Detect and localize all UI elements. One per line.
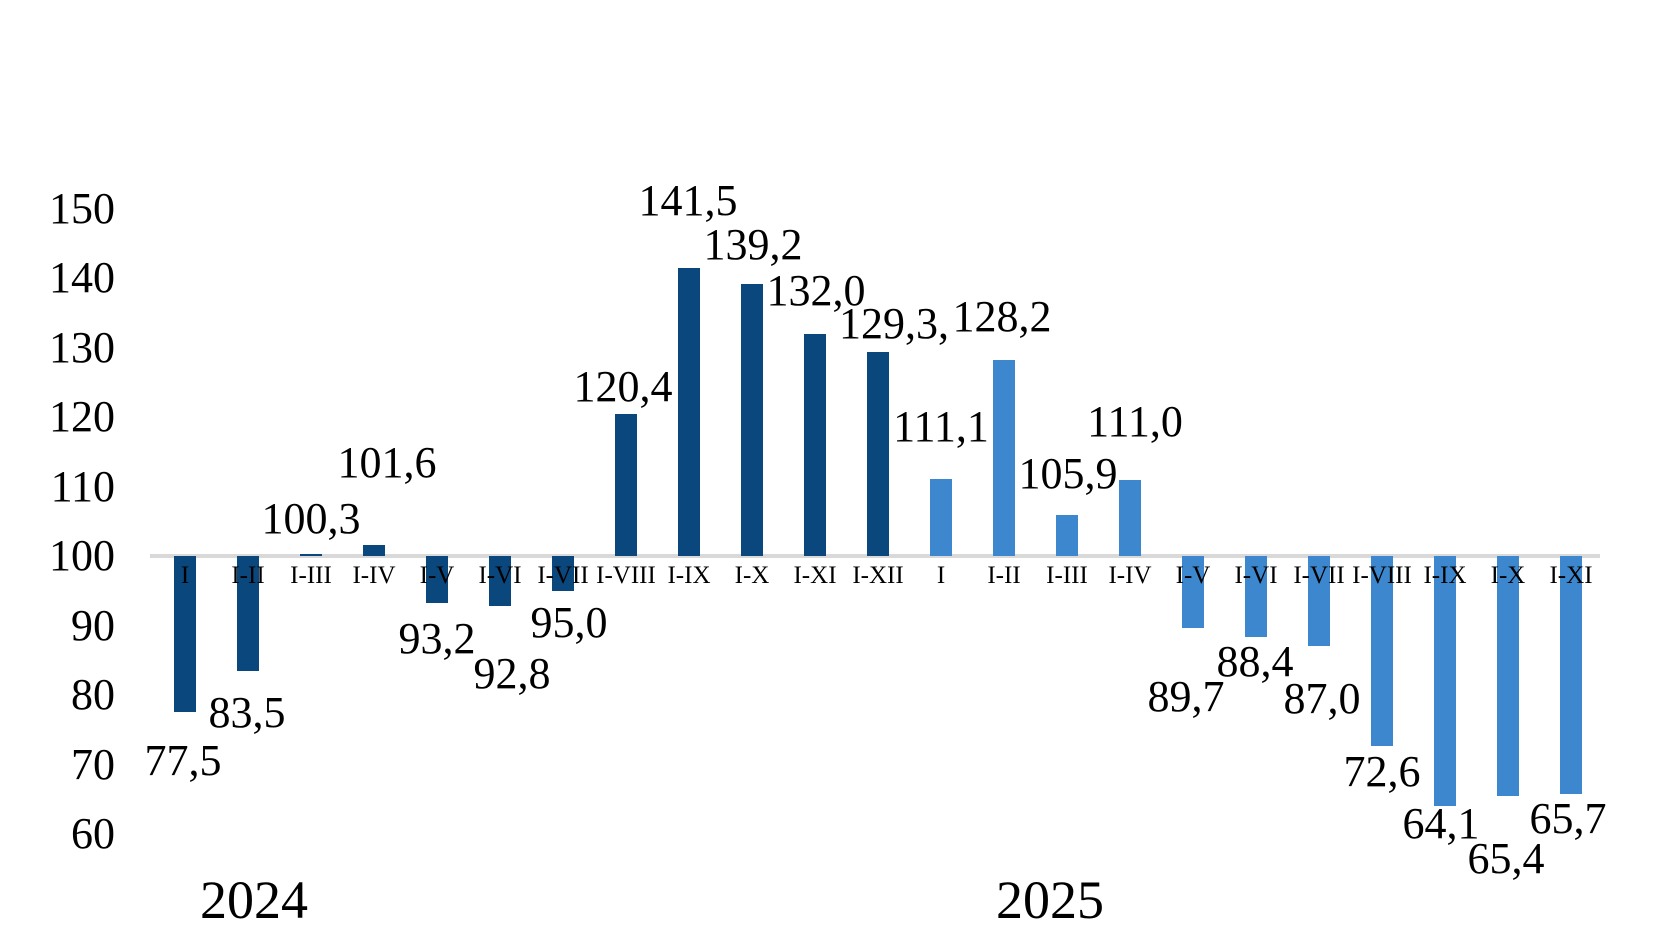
category-label: I-XII	[852, 562, 904, 589]
bar-data-label: 77,5	[144, 736, 222, 785]
year-label-2025: 2025	[996, 870, 1104, 930]
bar-data-label: 101,6	[337, 438, 437, 487]
bar-2024-I-IX	[678, 267, 700, 556]
bar-2024-I-IV	[363, 544, 385, 556]
category-label: I-VI	[1234, 562, 1278, 589]
bar-2025-I-VIII	[1371, 556, 1393, 747]
y-axis-tick-label: 140	[49, 253, 115, 302]
bar-data-label: 65,7	[1529, 794, 1607, 843]
category-label: I-IV	[1108, 562, 1152, 589]
bar-2024-I-VIII	[615, 414, 637, 556]
category-label: I-II	[987, 562, 1021, 589]
category-label: I	[180, 562, 190, 589]
bar-2025-I	[930, 478, 952, 556]
category-label: I-VII	[537, 562, 589, 589]
bar-data-label: 111,1	[893, 402, 989, 451]
bar-data-label: 132,0	[766, 266, 866, 315]
bar-2024-I-VII	[552, 556, 574, 591]
y-axis-tick-label: 100	[49, 531, 115, 580]
bar-data-label: 100,3	[261, 494, 361, 543]
bar-data-label: 105,9	[1018, 449, 1118, 498]
year-label-2024: 2024	[200, 870, 308, 930]
bar-data-label: 64,1	[1402, 799, 1480, 848]
bar-data-label: 139,2	[703, 220, 803, 269]
y-axis-tick-label: 80	[71, 670, 115, 719]
bar-2025-I-IV	[1119, 479, 1141, 556]
y-axis-tick-label: 120	[49, 392, 115, 441]
bar-2025-I-III	[1056, 514, 1078, 556]
category-label: I-VII	[1293, 562, 1345, 589]
bar-2025-I-X	[1497, 556, 1519, 797]
bar-data-label: 93,2	[398, 614, 476, 663]
category-label: I-VIII	[1352, 562, 1412, 589]
category-label: I-VIII	[596, 562, 656, 589]
bar-2024-I-X	[741, 283, 763, 556]
y-axis-tick-label: 70	[71, 739, 115, 789]
bar-2024-I-XII	[867, 352, 889, 556]
bar-data-label: 128,2	[952, 292, 1052, 341]
category-label: I-V	[1175, 562, 1211, 589]
bar-2025-I-V	[1182, 556, 1204, 628]
category-label: I-VI	[478, 562, 522, 589]
category-label: I-V	[419, 562, 455, 589]
bar-data-label: 129,3,	[839, 299, 949, 348]
bar-2025-I-II	[993, 360, 1015, 556]
category-label: I-II	[231, 562, 265, 589]
bar-2024-I-III	[300, 553, 322, 556]
y-axis-tick-label: 150	[49, 183, 115, 233]
category-label: I-III	[1046, 562, 1088, 589]
bar-data-label: 95,0	[530, 598, 608, 647]
bar-data-label: 111,0	[1087, 397, 1183, 446]
bar-2024-I-VI	[489, 556, 511, 607]
y-axis-tick-label: 110	[50, 461, 115, 511]
category-label: I-XI	[793, 562, 837, 589]
bar-data-label: 92,8	[473, 649, 551, 698]
y-axis-tick-label: 60	[71, 809, 115, 858]
bar-data-label: 65,4	[1467, 834, 1545, 883]
category-label: I-III	[290, 562, 332, 589]
category-label: I-XI	[1549, 562, 1593, 589]
bar-2024-I-XI	[804, 333, 826, 556]
bar-2025-I-VII	[1308, 556, 1330, 647]
bar-2024-I	[174, 556, 196, 713]
category-label: I	[936, 562, 946, 589]
category-axis-line	[150, 554, 1600, 558]
bar-2024-I-V	[426, 556, 448, 604]
category-label: I-IV	[352, 562, 396, 589]
category-label: I-X	[734, 562, 770, 589]
y-axis-tick-label: 130	[49, 322, 115, 372]
bar-data-label: 120,4	[573, 362, 673, 411]
bar-data-label: 141,5	[638, 176, 738, 225]
bar-2025-I-IX	[1434, 556, 1456, 806]
category-label: I-IX	[667, 562, 711, 589]
bar-data-label: 83,5	[208, 688, 286, 737]
bar-2025-I-XI	[1560, 556, 1582, 795]
bar-data-label: 87,0	[1283, 674, 1361, 723]
bar-data-label: 89,7	[1147, 672, 1225, 721]
category-label: I-X	[1490, 562, 1526, 589]
bar-2025-I-VI	[1245, 556, 1267, 637]
y-axis-tick-label: 90	[71, 600, 115, 650]
category-label: I-IX	[1423, 562, 1467, 589]
bar-2024-I-II	[237, 556, 259, 671]
bar-data-label: 88,4	[1216, 637, 1294, 686]
bar-data-label: 72,6	[1343, 747, 1421, 796]
